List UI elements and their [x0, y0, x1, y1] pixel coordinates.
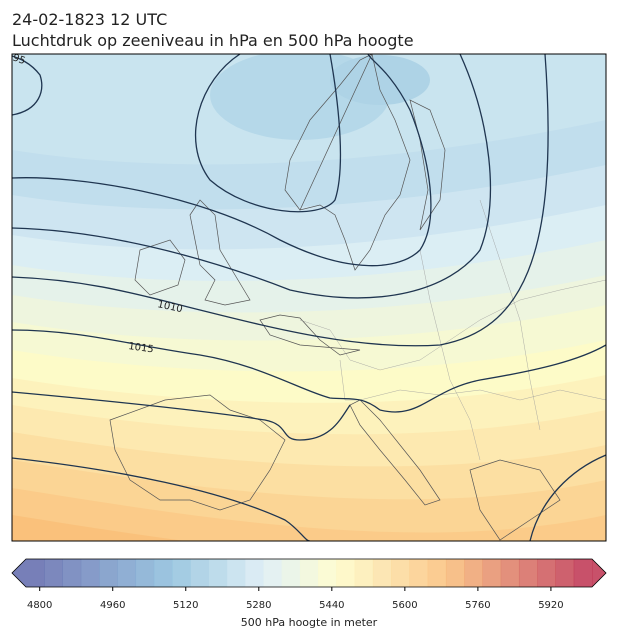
isobar [194, 54, 342, 213]
height-field [12, 120, 606, 541]
map-frame [11, 53, 607, 542]
colorbar-outline [11, 558, 607, 588]
colorbar-segment [445, 559, 465, 587]
time-label: 24-02-1823 12 UTC [12, 10, 167, 29]
colorbar-segment [26, 559, 45, 587]
colorbar-segment [62, 559, 82, 587]
colorbar-segment [318, 559, 337, 587]
coastline [259, 314, 361, 356]
colorbar: 4800 4960 5120 5280 5440 5600 5760 5920 [11, 558, 607, 611]
colorbar-tick-label: 5760 [465, 600, 490, 611]
coastlines [109, 54, 561, 541]
colorbar-segment [281, 559, 301, 587]
coastline [349, 399, 441, 506]
colorbar-segment [409, 559, 429, 587]
colorbar-segment [135, 559, 155, 587]
colorbar-segment [354, 559, 374, 587]
colorbar-extend-min [12, 559, 26, 587]
colorbar-segment [372, 559, 392, 587]
colorbar-segment [537, 559, 556, 587]
colorbar-segment [245, 559, 264, 587]
isobar [12, 55, 43, 116]
border [299, 279, 606, 371]
isobar-label: 1015 [128, 341, 155, 355]
colorbar-segment [80, 559, 100, 587]
isobar [12, 54, 492, 299]
coastline [109, 394, 286, 511]
colorbar-tick-label: 5440 [319, 600, 344, 611]
height-band [12, 515, 606, 541]
colorbar-tick-label: 5920 [538, 600, 563, 611]
height-band [12, 488, 606, 541]
isobar [12, 391, 351, 441]
colorbar-segment [208, 559, 228, 587]
colorbar-segment [190, 559, 210, 587]
isobar [12, 329, 606, 413]
coastline [134, 239, 186, 296]
colorbar-segment [464, 559, 483, 587]
colorbar-segment [99, 559, 118, 587]
isobar [12, 54, 432, 267]
coastline [189, 199, 251, 306]
coastline [469, 459, 561, 541]
colorbar-label: 500 hPa hoogte in meter [241, 616, 378, 629]
colorbar-segment [518, 559, 538, 587]
colorbar-segment [226, 559, 246, 587]
colorbar-tick-label: 5600 [392, 600, 417, 611]
isobars [12, 54, 606, 541]
colorbar-extend-max [592, 559, 606, 587]
colorbar-tick-label: 5120 [173, 600, 198, 611]
colorbar-segment [299, 559, 319, 587]
isobar-label: 1010 [156, 299, 183, 315]
colorbar-segment [153, 559, 173, 587]
isobar [12, 54, 549, 347]
isobar [12, 457, 311, 541]
colorbar-segment [573, 559, 593, 587]
colorbar-segment [391, 559, 410, 587]
title: Luchtdruk op zeeniveau in hPa en 500 hPa… [12, 31, 414, 50]
low-core [330, 55, 430, 105]
colorbar-segment [427, 559, 447, 587]
colorbar-segment [555, 559, 575, 587]
colorbar-segment [336, 559, 356, 587]
colorbar-segment [117, 559, 137, 587]
border [419, 249, 481, 461]
colorbar-tick-label: 4800 [27, 600, 52, 611]
coastline [284, 54, 411, 271]
colorbar-tick-label: 5280 [246, 600, 271, 611]
isobar [529, 454, 606, 541]
colorbar-segment [263, 559, 283, 587]
map: 95 1010 1015 [11, 52, 606, 541]
colorbar-segment [500, 559, 520, 587]
colorbar-tick-label: 4960 [100, 600, 125, 611]
isobar-label: 95 [11, 52, 27, 67]
colorbar-segment [172, 559, 191, 587]
border [479, 199, 541, 431]
colorbar-segment [482, 559, 502, 587]
colorbar-segment [44, 559, 64, 587]
